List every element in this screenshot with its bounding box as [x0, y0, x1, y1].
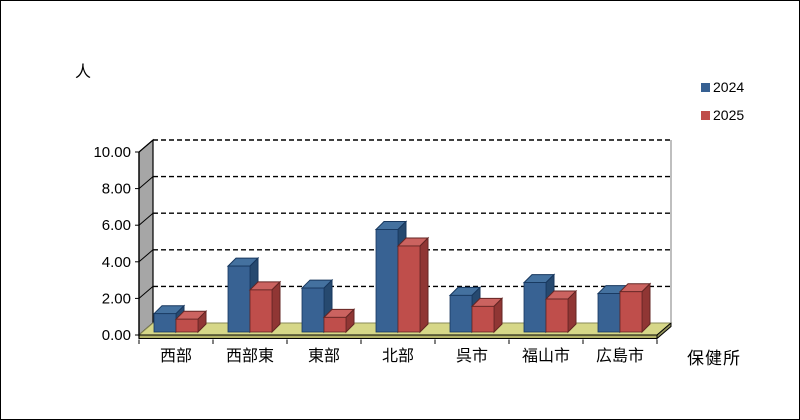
category-label-呉市: 呉市	[456, 347, 488, 365]
category-label-西部: 西部	[160, 347, 192, 365]
legend-label-2025: 2025	[713, 107, 745, 123]
y-tick-label-2.00: 2.00	[102, 290, 131, 307]
bar-2025-広島市	[618, 282, 652, 334]
legend-item-2025: 2025	[701, 105, 744, 125]
bar-front-face	[449, 294, 473, 333]
bar-front-face	[523, 282, 547, 333]
legend: 2024 2025	[701, 77, 744, 133]
category-label-西部東: 西部東	[226, 347, 274, 365]
bar-2025-西部	[174, 309, 208, 334]
sidewall-gridline-4	[138, 249, 154, 263]
legend-label-2024: 2024	[713, 79, 745, 95]
bar-front-face	[301, 287, 325, 333]
bar-front-face	[227, 265, 251, 333]
sidewall-gridline-2	[138, 286, 154, 299]
y-tick-label-8.00: 8.00	[102, 181, 131, 198]
y-tick-label-4.00: 4.00	[102, 254, 131, 271]
bar-front-face	[397, 245, 421, 333]
bar-front-face	[619, 291, 643, 333]
chart-side-wall	[138, 138, 154, 337]
chart-floor-edge-front	[138, 334, 658, 339]
bar-front-face	[175, 318, 199, 333]
bar-2025-東部	[322, 308, 356, 334]
bar-2025-福山市	[544, 289, 578, 334]
bar-2025-北部	[396, 236, 430, 334]
bar-side-face	[641, 282, 651, 334]
sidewall-gridline-6	[138, 212, 154, 226]
category-label-東部: 東部	[308, 347, 340, 365]
bar-side-face	[567, 289, 577, 334]
bar-front-face	[545, 298, 569, 333]
y-tick-label-10.00: 10.00	[93, 144, 131, 161]
y-axis-title: 人	[75, 64, 92, 81]
bar-front-face	[471, 305, 495, 333]
category-label-広島市: 広島市	[596, 347, 644, 365]
legend-swatch-2025	[701, 110, 710, 120]
bar-2025-西部東	[248, 280, 282, 334]
bar-front-face	[597, 293, 621, 333]
y-tick-label-6.00: 6.00	[102, 217, 131, 234]
bar-2025-呉市	[470, 297, 504, 334]
category-label-福山市: 福山市	[522, 347, 570, 365]
bar-side-face	[419, 236, 429, 334]
bar-front-face	[323, 316, 347, 333]
y-tick-label-0.00: 0.00	[102, 327, 131, 344]
legend-swatch-2024	[701, 82, 710, 92]
bar-front-face	[153, 313, 177, 333]
chart-floor-edge-right	[656, 321, 672, 340]
category-label-北部: 北部	[382, 347, 414, 365]
legend-item-2024: 2024	[701, 77, 744, 97]
x-axis-title: 保健所	[687, 349, 741, 368]
sidewall-gridline-8	[138, 176, 154, 189]
bar-front-face	[375, 229, 399, 333]
bar-front-face	[249, 289, 273, 333]
bar-side-face	[271, 280, 281, 334]
sidewall-gridline-10	[138, 139, 154, 153]
